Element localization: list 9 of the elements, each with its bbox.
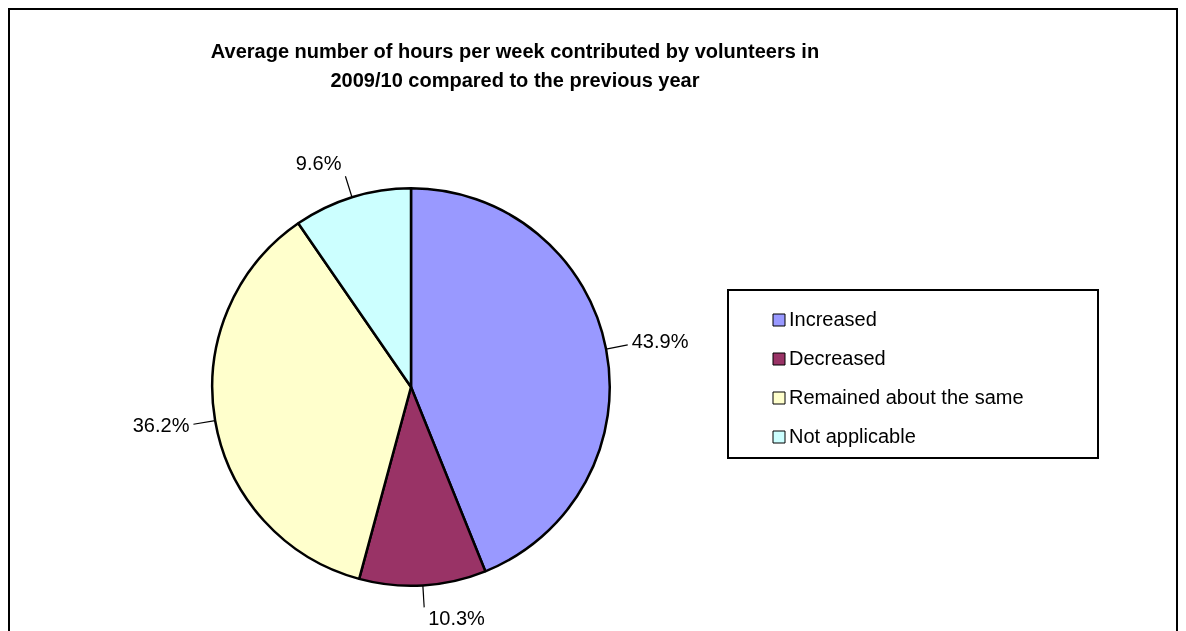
chart-title: Average number of hours per week contributed by volunteers in 2009/10 compared to the previous year <box>210 39 820 91</box>
legend-label: Increased <box>789 307 877 330</box>
data-label: 9.6% <box>295 152 342 175</box>
data-label: 10.3% <box>428 606 486 629</box>
legend-label: Not applicable <box>789 424 916 447</box>
data-label: 43.9% <box>631 330 689 353</box>
legend-label: Decreased <box>789 346 886 369</box>
legend-label: Remained about the same <box>789 385 1024 408</box>
data-label: 36.2% <box>132 413 190 436</box>
